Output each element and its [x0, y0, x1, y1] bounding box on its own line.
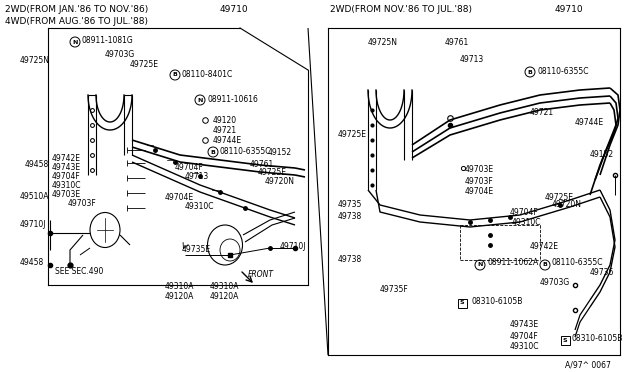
Text: 49721: 49721 [213, 126, 237, 135]
Text: 49738: 49738 [338, 212, 362, 221]
Text: 49152: 49152 [590, 150, 614, 159]
Text: 49704F: 49704F [510, 208, 539, 217]
Text: 49310C: 49310C [510, 342, 540, 351]
Text: 08110-6355C: 08110-6355C [552, 258, 604, 267]
Text: 49725N: 49725N [368, 38, 398, 47]
Text: 08911-10616: 08911-10616 [207, 95, 258, 104]
Text: 49744E: 49744E [575, 118, 604, 127]
Text: 4WD(FROM AUG.'86 TO JUL.'88): 4WD(FROM AUG.'86 TO JUL.'88) [5, 17, 148, 26]
Text: B: B [527, 70, 532, 74]
Text: 49458: 49458 [25, 160, 49, 169]
Text: B: B [173, 73, 177, 77]
Text: 49703F: 49703F [465, 177, 493, 186]
Text: B: B [211, 150, 216, 154]
Text: 08110-8401C: 08110-8401C [182, 70, 233, 79]
Text: 49713: 49713 [185, 172, 209, 181]
Text: 49703G: 49703G [105, 50, 135, 59]
Text: 49725E: 49725E [545, 193, 574, 202]
Text: 49703E: 49703E [52, 190, 81, 199]
Bar [561, 336, 570, 344]
Text: 49510A: 49510A [20, 192, 49, 201]
Text: FRONT: FRONT [248, 270, 274, 279]
Text: 49725E: 49725E [338, 130, 367, 139]
Text: 49736: 49736 [590, 268, 614, 277]
Text: 49710J: 49710J [20, 220, 47, 229]
Text: 49120A: 49120A [165, 292, 195, 301]
Text: 49713: 49713 [460, 55, 484, 64]
Text: 49152: 49152 [268, 148, 292, 157]
Text: 49744E: 49744E [213, 136, 242, 145]
Text: S: S [563, 337, 567, 343]
Text: 49703F: 49703F [68, 199, 97, 208]
Text: B: B [543, 263, 547, 267]
Text: 49710: 49710 [220, 5, 248, 14]
Text: 49704F: 49704F [510, 332, 539, 341]
Text: 2WD(FROM JAN.'86 TO NOV.'86): 2WD(FROM JAN.'86 TO NOV.'86) [5, 5, 148, 14]
Text: 49721: 49721 [530, 108, 554, 117]
Text: 49725N: 49725N [20, 56, 50, 65]
Text: N: N [72, 39, 77, 45]
Text: 49735F: 49735F [380, 285, 409, 294]
Text: 08911-1081G: 08911-1081G [82, 36, 134, 45]
Text: 49703E: 49703E [465, 165, 494, 174]
Text: 49704E: 49704E [165, 193, 194, 202]
Text: 49761: 49761 [250, 160, 275, 169]
Text: 49735E: 49735E [182, 245, 211, 254]
Text: 2WD(FROM NOV.'86 TO JUL.'88): 2WD(FROM NOV.'86 TO JUL.'88) [330, 5, 472, 14]
Text: 49120A: 49120A [210, 292, 239, 301]
Text: 49310C: 49310C [512, 218, 541, 227]
Text: S: S [460, 301, 464, 305]
Text: A/97^ 0067: A/97^ 0067 [565, 360, 611, 369]
Text: 08310-6105B: 08310-6105B [472, 297, 524, 306]
Text: 49310C: 49310C [185, 202, 214, 211]
Text: 49704E: 49704E [465, 187, 494, 196]
Text: 49310A: 49310A [210, 282, 239, 291]
Text: 49742E: 49742E [530, 242, 559, 251]
Text: 08911-1062A: 08911-1062A [487, 258, 538, 267]
Text: 49704F: 49704F [175, 163, 204, 172]
Text: 49735: 49735 [338, 200, 362, 209]
Text: 49725E: 49725E [130, 60, 159, 69]
Text: 08110-6355C: 08110-6355C [220, 147, 271, 156]
Text: N: N [477, 263, 483, 267]
Text: 08310-6105B: 08310-6105B [572, 334, 623, 343]
Text: 49761: 49761 [445, 38, 469, 47]
Text: 49310A: 49310A [165, 282, 195, 291]
Text: 49738: 49738 [338, 255, 362, 264]
Bar [458, 298, 467, 308]
Text: 49720N: 49720N [552, 200, 582, 209]
Text: 49743E: 49743E [52, 163, 81, 172]
Text: 49458: 49458 [20, 258, 44, 267]
Text: 49120: 49120 [213, 116, 237, 125]
Text: 49703G: 49703G [540, 278, 570, 287]
Text: N: N [197, 97, 203, 103]
Text: 49310C: 49310C [52, 181, 81, 190]
Text: 49710J: 49710J [280, 242, 307, 251]
Text: 49725E: 49725E [258, 168, 287, 177]
Text: 49742E: 49742E [52, 154, 81, 163]
Text: 08110-6355C: 08110-6355C [537, 67, 589, 76]
Text: 49743E: 49743E [510, 320, 539, 329]
Text: SEE SEC.490: SEE SEC.490 [55, 267, 104, 276]
Text: 49704F: 49704F [52, 172, 81, 181]
Text: 49710: 49710 [555, 5, 584, 14]
Text: 49720N: 49720N [265, 177, 295, 186]
